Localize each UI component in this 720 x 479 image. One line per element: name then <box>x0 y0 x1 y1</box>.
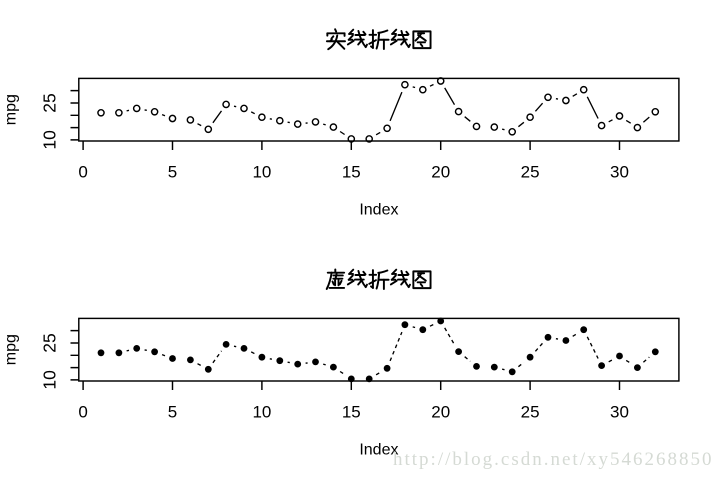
svg-text:10: 10 <box>40 130 60 150</box>
svg-text:15: 15 <box>342 163 361 182</box>
svg-text:30: 30 <box>610 163 629 182</box>
svg-text:25: 25 <box>521 403 540 422</box>
svg-text:Index: Index <box>359 202 398 219</box>
svg-text:20: 20 <box>431 163 450 182</box>
svg-text:25: 25 <box>521 163 540 182</box>
svg-text:http://blog.csdn.net/xy5462688: http://blog.csdn.net/xy546268850 <box>393 449 714 470</box>
svg-text:10: 10 <box>252 403 271 422</box>
svg-text:Index: Index <box>359 442 398 459</box>
svg-text:25: 25 <box>40 93 60 112</box>
svg-text:0: 0 <box>78 163 87 182</box>
svg-text:10: 10 <box>40 370 60 390</box>
svg-text:5: 5 <box>168 403 177 422</box>
svg-text:10: 10 <box>252 163 271 182</box>
svg-text:mpg: mpg <box>2 94 19 125</box>
svg-text:30: 30 <box>610 403 629 422</box>
svg-text:25: 25 <box>40 333 60 352</box>
svg-text:mpg: mpg <box>2 334 19 365</box>
svg-text:0: 0 <box>78 403 87 422</box>
svg-text:15: 15 <box>342 403 361 422</box>
svg-text:20: 20 <box>431 403 450 422</box>
svg-text:5: 5 <box>168 163 177 182</box>
